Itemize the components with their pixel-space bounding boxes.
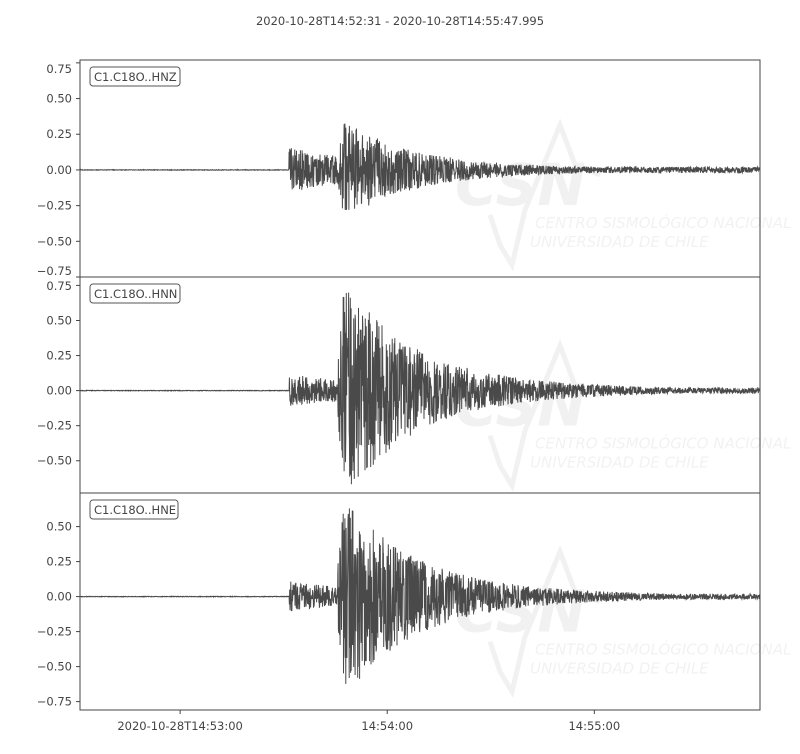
- y-tick-label: −0.25: [37, 199, 72, 213]
- svg-text:CENTRO SISMOLÓGICO NACIONAL: CENTRO SISMOLÓGICO NACIONAL: [535, 213, 791, 232]
- axes-frame: [79, 492, 761, 711]
- svg-text:CENTRO SISMOLÓGICO NACIONAL: CENTRO SISMOLÓGICO NACIONAL: [535, 434, 791, 453]
- y-tick-label: 0.25: [46, 555, 72, 569]
- svg-text:UNIVERSIDAD DE CHILE: UNIVERSIDAD DE CHILE: [530, 454, 709, 472]
- waveform-line: [80, 292, 761, 485]
- y-tick-label: −0.50: [37, 454, 72, 468]
- svg-text:UNIVERSIDAD DE CHILE: UNIVERSIDAD DE CHILE: [530, 660, 709, 678]
- y-tick-label: −0.75: [37, 264, 72, 278]
- y-tick-label: −0.50: [37, 234, 72, 248]
- y-tick-label: −0.50: [37, 660, 72, 674]
- trace-label: C1.C18O..HNE: [89, 499, 179, 520]
- y-tick-label: −0.25: [37, 419, 72, 433]
- trace-label: C1.C18O..HNZ: [89, 66, 181, 87]
- svg-text:C1.C18O..HNZ: C1.C18O..HNZ: [94, 70, 177, 84]
- y-tick-label: 0.00: [46, 163, 72, 177]
- x-tick-label: 2020-10-28T14:53:00: [117, 719, 243, 733]
- y-tick-label: 0.75: [46, 62, 72, 76]
- y-tick-label: 0.25: [46, 349, 72, 363]
- svg-text:UNIVERSIDAD DE CHILE: UNIVERSIDAD DE CHILE: [530, 233, 709, 251]
- y-tick-label: 0.50: [46, 313, 72, 327]
- svg-text:CENTRO SISMOLÓGICO NACIONAL: CENTRO SISMOLÓGICO NACIONAL: [535, 640, 791, 659]
- x-tick-label: 14:55:00: [568, 719, 620, 733]
- x-tick-label: 14:54:00: [361, 719, 413, 733]
- waveform-line: [80, 123, 761, 211]
- y-tick-label: −0.25: [37, 625, 72, 639]
- trace-label: C1.C18O..HNN: [89, 283, 181, 304]
- svg-text:C1.C18O..HNE: C1.C18O..HNE: [94, 503, 176, 517]
- y-tick-label: 0.25: [46, 127, 72, 141]
- svg-text:C1.C18O..HNN: C1.C18O..HNN: [94, 287, 177, 301]
- y-tick-label: −0.75: [37, 695, 72, 709]
- y-tick-label: 0.00: [46, 590, 72, 604]
- y-tick-label: 0.00: [46, 384, 72, 398]
- y-tick-label: 0.75: [46, 279, 72, 293]
- svg-text:CSN: CSN: [455, 151, 586, 219]
- chart-title: 2020-10-28T14:52:31 - 2020-10-28T14:55:4…: [256, 14, 544, 28]
- y-tick-label: 0.50: [46, 520, 72, 534]
- y-tick-label: 0.50: [46, 92, 72, 106]
- waveform-line: [79, 508, 761, 684]
